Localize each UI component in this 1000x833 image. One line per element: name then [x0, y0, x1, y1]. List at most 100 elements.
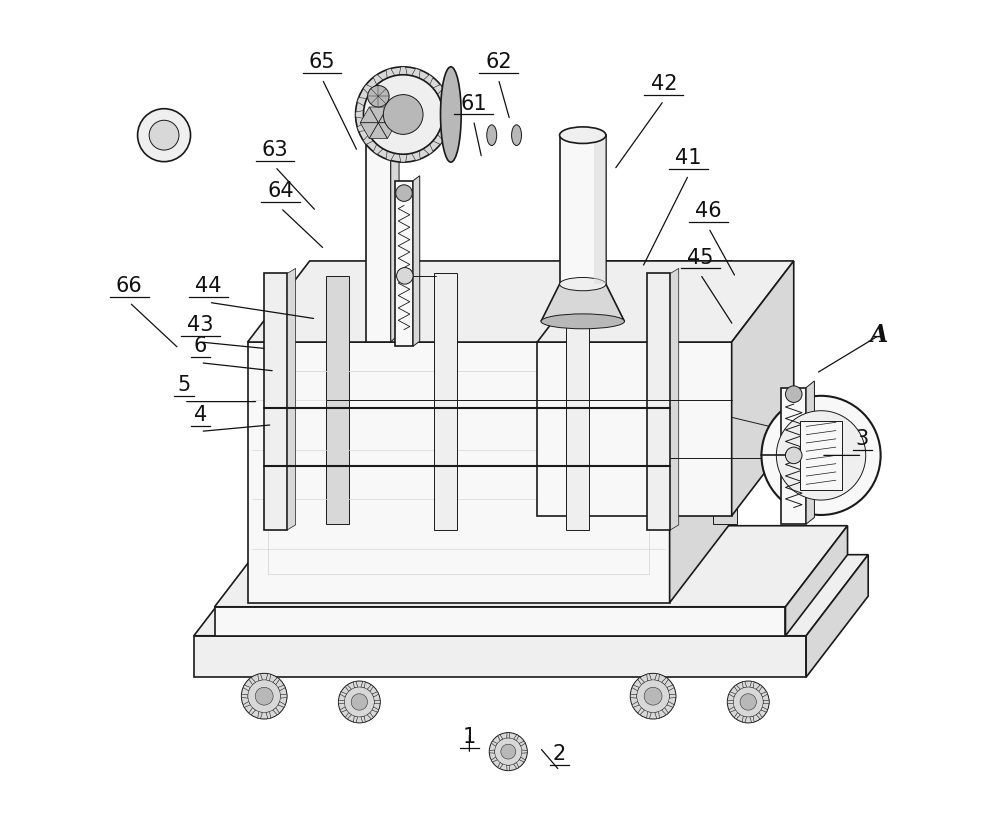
Polygon shape: [647, 674, 651, 681]
Polygon shape: [194, 555, 868, 636]
Ellipse shape: [560, 127, 606, 143]
Polygon shape: [391, 114, 399, 342]
Circle shape: [785, 386, 802, 402]
Polygon shape: [440, 123, 449, 132]
Polygon shape: [638, 677, 645, 685]
Bar: [781, 387, 806, 524]
Polygon shape: [594, 135, 606, 284]
Polygon shape: [756, 712, 762, 719]
Text: 46: 46: [695, 202, 722, 222]
Polygon shape: [423, 144, 433, 154]
Polygon shape: [357, 97, 367, 106]
Polygon shape: [345, 712, 351, 719]
Polygon shape: [340, 691, 347, 697]
Polygon shape: [514, 735, 519, 741]
Polygon shape: [374, 94, 399, 135]
Polygon shape: [278, 701, 285, 707]
Polygon shape: [732, 261, 794, 516]
Circle shape: [138, 108, 191, 162]
Polygon shape: [750, 716, 754, 722]
Polygon shape: [670, 261, 732, 602]
Polygon shape: [655, 711, 659, 719]
Bar: [560, 135, 606, 284]
Text: 5: 5: [177, 375, 191, 395]
Polygon shape: [194, 636, 806, 677]
Circle shape: [785, 447, 802, 464]
Polygon shape: [433, 85, 443, 94]
Bar: [434, 273, 457, 530]
Text: 41: 41: [675, 148, 702, 168]
Polygon shape: [215, 606, 785, 636]
Polygon shape: [498, 735, 503, 741]
Polygon shape: [734, 712, 740, 719]
Polygon shape: [353, 716, 358, 722]
Polygon shape: [340, 706, 347, 712]
Circle shape: [248, 680, 280, 712]
Text: 65: 65: [309, 52, 335, 72]
Polygon shape: [243, 685, 250, 691]
Bar: [647, 273, 670, 530]
Polygon shape: [248, 261, 732, 342]
Polygon shape: [514, 762, 519, 769]
Polygon shape: [433, 134, 443, 144]
Polygon shape: [278, 685, 285, 691]
Circle shape: [489, 732, 527, 771]
Circle shape: [396, 185, 412, 202]
Polygon shape: [491, 757, 497, 762]
Text: 66: 66: [116, 276, 143, 296]
Circle shape: [776, 411, 866, 500]
Text: 6: 6: [194, 336, 207, 356]
Polygon shape: [763, 701, 769, 704]
Polygon shape: [360, 107, 378, 122]
Circle shape: [637, 680, 669, 712]
Polygon shape: [662, 707, 668, 715]
Text: 64: 64: [267, 182, 294, 202]
Polygon shape: [372, 691, 379, 697]
Circle shape: [761, 396, 881, 515]
Text: 4: 4: [194, 405, 207, 425]
Bar: [326, 276, 349, 524]
Circle shape: [727, 681, 769, 723]
Polygon shape: [537, 261, 794, 342]
Circle shape: [501, 744, 516, 759]
Text: 43: 43: [187, 316, 214, 336]
Ellipse shape: [512, 125, 522, 146]
Polygon shape: [248, 342, 670, 602]
Polygon shape: [750, 681, 754, 688]
Polygon shape: [729, 706, 736, 712]
Polygon shape: [662, 677, 668, 685]
Polygon shape: [667, 685, 674, 691]
Polygon shape: [386, 68, 395, 78]
Polygon shape: [258, 674, 262, 681]
Polygon shape: [667, 701, 674, 707]
Text: 42: 42: [651, 74, 677, 94]
Polygon shape: [632, 701, 639, 707]
Polygon shape: [241, 694, 248, 698]
Polygon shape: [756, 685, 762, 691]
Polygon shape: [412, 68, 420, 78]
Polygon shape: [360, 122, 378, 138]
Polygon shape: [761, 706, 768, 712]
Circle shape: [397, 267, 413, 284]
Polygon shape: [386, 151, 395, 161]
Bar: [268, 371, 649, 574]
Polygon shape: [372, 706, 379, 712]
Polygon shape: [372, 127, 383, 143]
Polygon shape: [742, 716, 747, 722]
Polygon shape: [378, 107, 397, 122]
Circle shape: [356, 67, 451, 162]
Circle shape: [255, 687, 273, 705]
Polygon shape: [522, 750, 527, 753]
Polygon shape: [423, 75, 433, 85]
Polygon shape: [249, 677, 256, 685]
Polygon shape: [273, 677, 279, 685]
Polygon shape: [399, 154, 407, 162]
Polygon shape: [785, 526, 848, 636]
Polygon shape: [519, 757, 525, 762]
Polygon shape: [489, 750, 495, 753]
Polygon shape: [266, 711, 271, 719]
Bar: [566, 273, 589, 530]
Polygon shape: [647, 711, 651, 719]
Polygon shape: [670, 268, 679, 530]
Circle shape: [495, 738, 522, 766]
